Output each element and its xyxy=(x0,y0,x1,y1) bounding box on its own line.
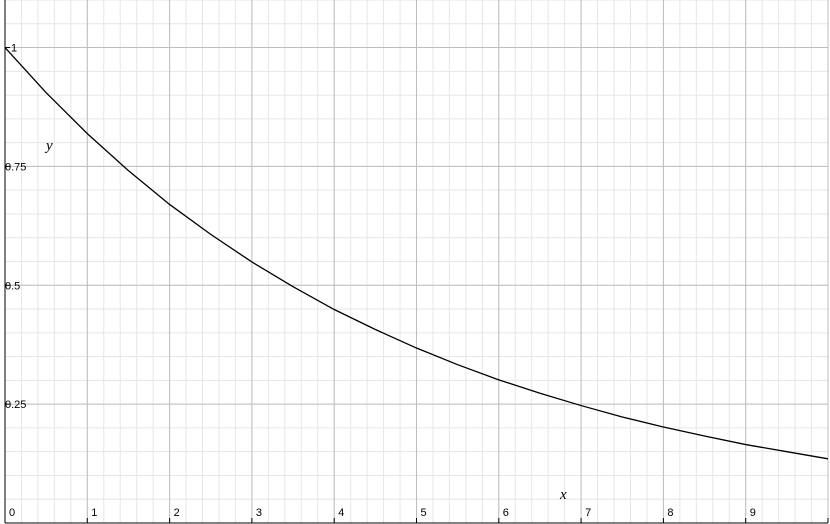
x-tick-label: 5 xyxy=(421,507,427,519)
x-tick-label: 9 xyxy=(750,507,756,519)
x-tick-label: 0 xyxy=(9,507,15,519)
y-axis-label: y xyxy=(44,138,53,154)
major-grid xyxy=(4,0,829,523)
y-tick-label: 0.25 xyxy=(5,399,26,411)
y-tick-label: 0.75 xyxy=(5,161,26,173)
x-tick-label: 7 xyxy=(585,507,591,519)
y-tick-label: 1 xyxy=(11,43,17,55)
y-tick-label: 0.5 xyxy=(5,280,20,292)
x-tick-label: 2 xyxy=(174,507,180,519)
curve xyxy=(4,47,829,460)
x-tick-label: 8 xyxy=(667,507,673,519)
x-tick-label: 4 xyxy=(338,507,344,519)
x-tick-label: 3 xyxy=(256,507,262,519)
x-tick-label: 1 xyxy=(91,507,97,519)
x-tick-label: 6 xyxy=(503,507,509,519)
x-axis-label: x xyxy=(559,487,567,503)
